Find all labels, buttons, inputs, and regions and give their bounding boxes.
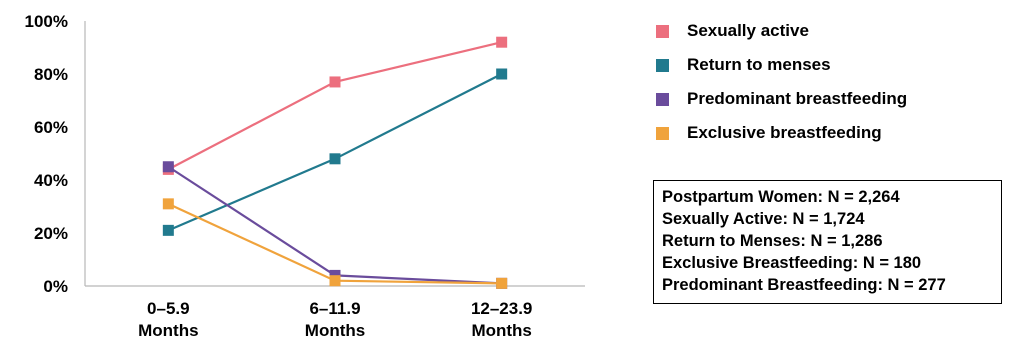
legend-label: Exclusive breastfeeding (687, 123, 882, 142)
legend-swatch (656, 58, 669, 72)
data-point-marker (162, 224, 174, 236)
legend-label: Return to menses (687, 55, 831, 74)
legend-label: Sexually active (687, 21, 809, 40)
legend-item-predominant-breastfeeding: Predominant breastfeeding (656, 82, 907, 116)
data-point-marker (496, 68, 508, 80)
x-tick-label: 12–23.9 (471, 299, 532, 318)
legend-item-exclusive-breastfeeding: Exclusive breastfeeding (656, 116, 907, 150)
legend-swatch (656, 92, 669, 106)
legend-swatch (656, 24, 669, 38)
x-tick-label: Months (138, 321, 198, 340)
data-point-marker (162, 198, 174, 210)
legend-label: Predominant breastfeeding (687, 89, 908, 108)
data-point-marker (162, 161, 174, 173)
y-tick-label: 100% (25, 12, 68, 31)
x-tick-label: 6–11.9 (309, 299, 360, 318)
y-tick-label: 60% (34, 118, 68, 137)
x-tick-label: Months (305, 321, 365, 340)
y-tick-label: 80% (34, 65, 68, 84)
legend-swatch (656, 126, 669, 140)
data-point-marker (496, 277, 508, 289)
legend-item-return-to-menses: Return to menses (656, 48, 907, 82)
note-exclusive-breastfeeding: Exclusive Breastfeeding: N = 180 (662, 254, 922, 272)
y-tick-label: 0% (43, 277, 68, 296)
legend-item-sexually-active: Sexually active (656, 14, 907, 48)
line-chart: 0% 20% 40% 60% 80% 100% 0–5.9 Months 6–11.9 Month… (25, 12, 585, 340)
x-tick-label: 0–5.9 (147, 299, 190, 318)
data-point-marker (329, 76, 341, 88)
y-tick-label: 40% (34, 171, 68, 190)
note-predominant-breastfeeding: Predominant Breastfeeding: N = 277 (662, 276, 946, 294)
data-point-marker (329, 153, 341, 165)
data-point-marker (496, 36, 508, 48)
y-tick-label: 20% (34, 224, 68, 243)
series-line (167, 73, 503, 232)
note-postpartum-women: Postpartum Women: N = 2,264 (662, 188, 900, 206)
x-tick-label: Months (471, 321, 531, 340)
series-line (167, 165, 502, 285)
series-line (167, 41, 502, 171)
note-return-to-menses: Return to Menses: N = 1,286 (662, 232, 883, 250)
sample-size-note-box: Postpartum Women: N = 2,264 Sexually Act… (653, 180, 1002, 304)
legend: Sexually active Return to menses Predomi… (656, 14, 907, 150)
data-point-marker (329, 275, 341, 287)
note-sexually-active: Sexually Active: N = 1,724 (662, 210, 865, 228)
